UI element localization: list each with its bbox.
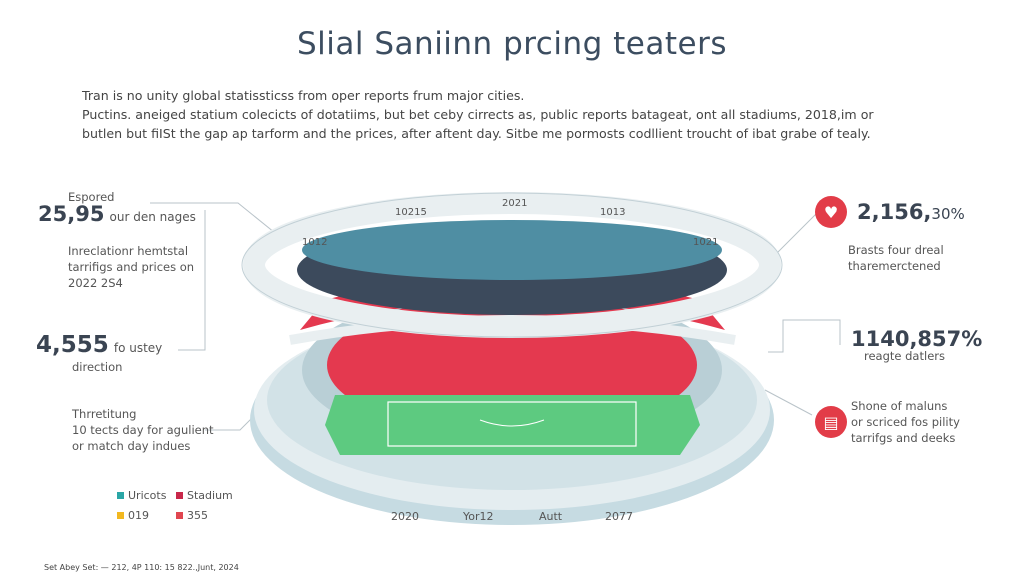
legend-label: Stadium: [187, 489, 233, 502]
desc-line: Shone of maluns: [851, 399, 948, 413]
pitch: [325, 395, 700, 455]
arc-label: 2021: [502, 198, 527, 209]
year-label: Autt: [539, 510, 563, 523]
stat-description: Brasts four dreal tharemerctened: [848, 242, 944, 274]
legend-item: Stadium: [176, 489, 233, 502]
stat-2156: 2,156,30%: [857, 200, 965, 224]
intro-text: Tran is no unity global statissticss fro…: [82, 86, 874, 143]
legend-swatch: [176, 512, 183, 519]
legend-label: 019: [128, 509, 149, 522]
stat-value: 1140,857%: [851, 327, 983, 351]
legend-swatch: [117, 492, 124, 499]
desc-line: 2022 2S4: [68, 276, 123, 290]
arc-labels: 1012 10215 2021 1013 1021: [302, 198, 718, 248]
desc-line: tarrifigs and prices on: [68, 260, 195, 274]
desc-line: Brasts four dreal: [848, 243, 944, 257]
stat-value: 4,555: [36, 332, 109, 358]
arc-label: 1021: [693, 237, 718, 248]
page-title: Slial Saniinn prcing teaters: [297, 26, 727, 62]
stat-threttiung: Thrretitung 10 tects day for agulient or…: [72, 406, 214, 454]
arc-label: 1013: [600, 207, 625, 218]
desc-line: tharemerctened: [848, 259, 941, 273]
stat-sub: direction: [72, 360, 123, 374]
stat-unit: fo ustey: [113, 341, 163, 355]
footer-source: Set Abey Set: — 212, 4P 110: 15 822.,Jun…: [44, 563, 239, 572]
desc-line: tarrifgs and deeks: [851, 431, 956, 445]
ticket-icon: ▤: [815, 406, 847, 438]
intro-line: butlen but fiISt the gap ap tarform and …: [82, 126, 871, 141]
stat-sub: reagte datlers: [864, 349, 945, 363]
legend-label: 355: [187, 509, 208, 522]
arc-label: 10215: [395, 207, 427, 218]
stat-unit: our den nages: [109, 210, 196, 224]
stat-description: Shone of maluns or scriced fos pility ta…: [851, 398, 960, 446]
arc-label: 1012: [302, 237, 327, 248]
year-label: 2077: [605, 510, 633, 523]
stat-suffix: 30%: [931, 205, 965, 223]
stat-label: Thrretitung: [72, 407, 137, 421]
desc-line: or match day indues: [72, 439, 191, 453]
heart-icon: ♥: [815, 196, 847, 228]
legend-swatch: [176, 492, 183, 499]
intro-line: Tran is no unity global statissticss fro…: [82, 88, 525, 103]
year-label: 2020: [391, 510, 419, 523]
desc-line: or scriced fos pility: [851, 415, 960, 429]
desc-line: 10 tects day for agulient: [72, 423, 214, 437]
stat-label: Espored: [68, 190, 115, 204]
legend-item: 355: [176, 509, 208, 522]
legend-label: Uricots: [128, 489, 167, 502]
stat-espored: 25,95 our den nages: [38, 202, 196, 226]
desc-line: Inreclationr hemtstal: [68, 244, 189, 258]
intro-line: Puctins. aneiged statium colecicts of do…: [82, 107, 874, 122]
legend-swatch: [117, 512, 124, 519]
stat-description: Inreclationr hemtstal tarrifigs and pric…: [68, 243, 194, 291]
year-label: Yor12: [463, 510, 494, 523]
stat-4555: 4,555 fo ustey: [36, 332, 162, 358]
legend-item: 019: [117, 509, 149, 522]
legend-item: Uricots: [117, 489, 166, 502]
stat-value: 2,156,: [857, 200, 932, 224]
stat-value: 25,95: [38, 202, 105, 226]
